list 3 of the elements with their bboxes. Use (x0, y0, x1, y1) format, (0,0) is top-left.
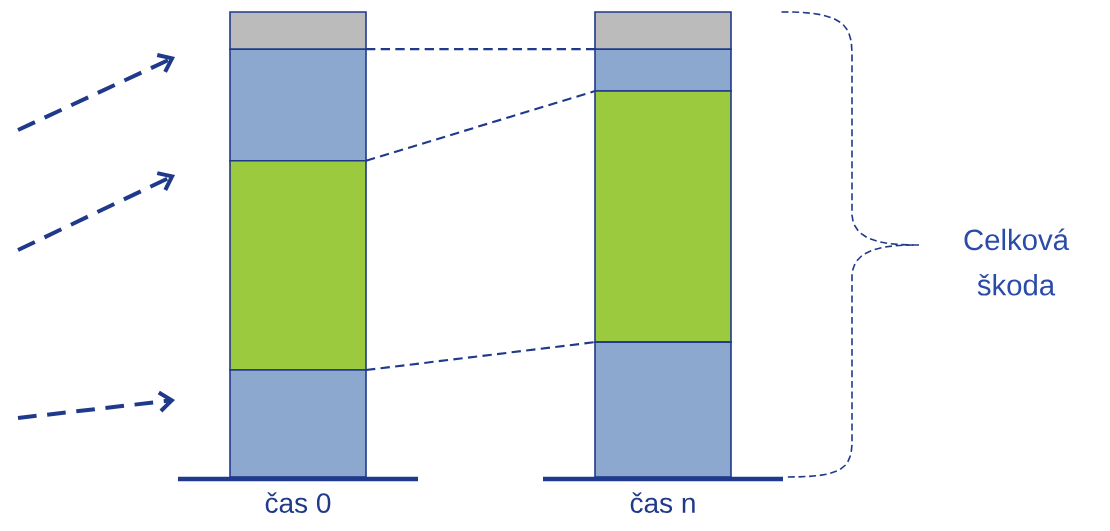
x-tick-label: čas n (630, 492, 695, 514)
text: Celková škoda (964, 228, 1069, 296)
x-tick-label: čas 0 (265, 492, 331, 514)
